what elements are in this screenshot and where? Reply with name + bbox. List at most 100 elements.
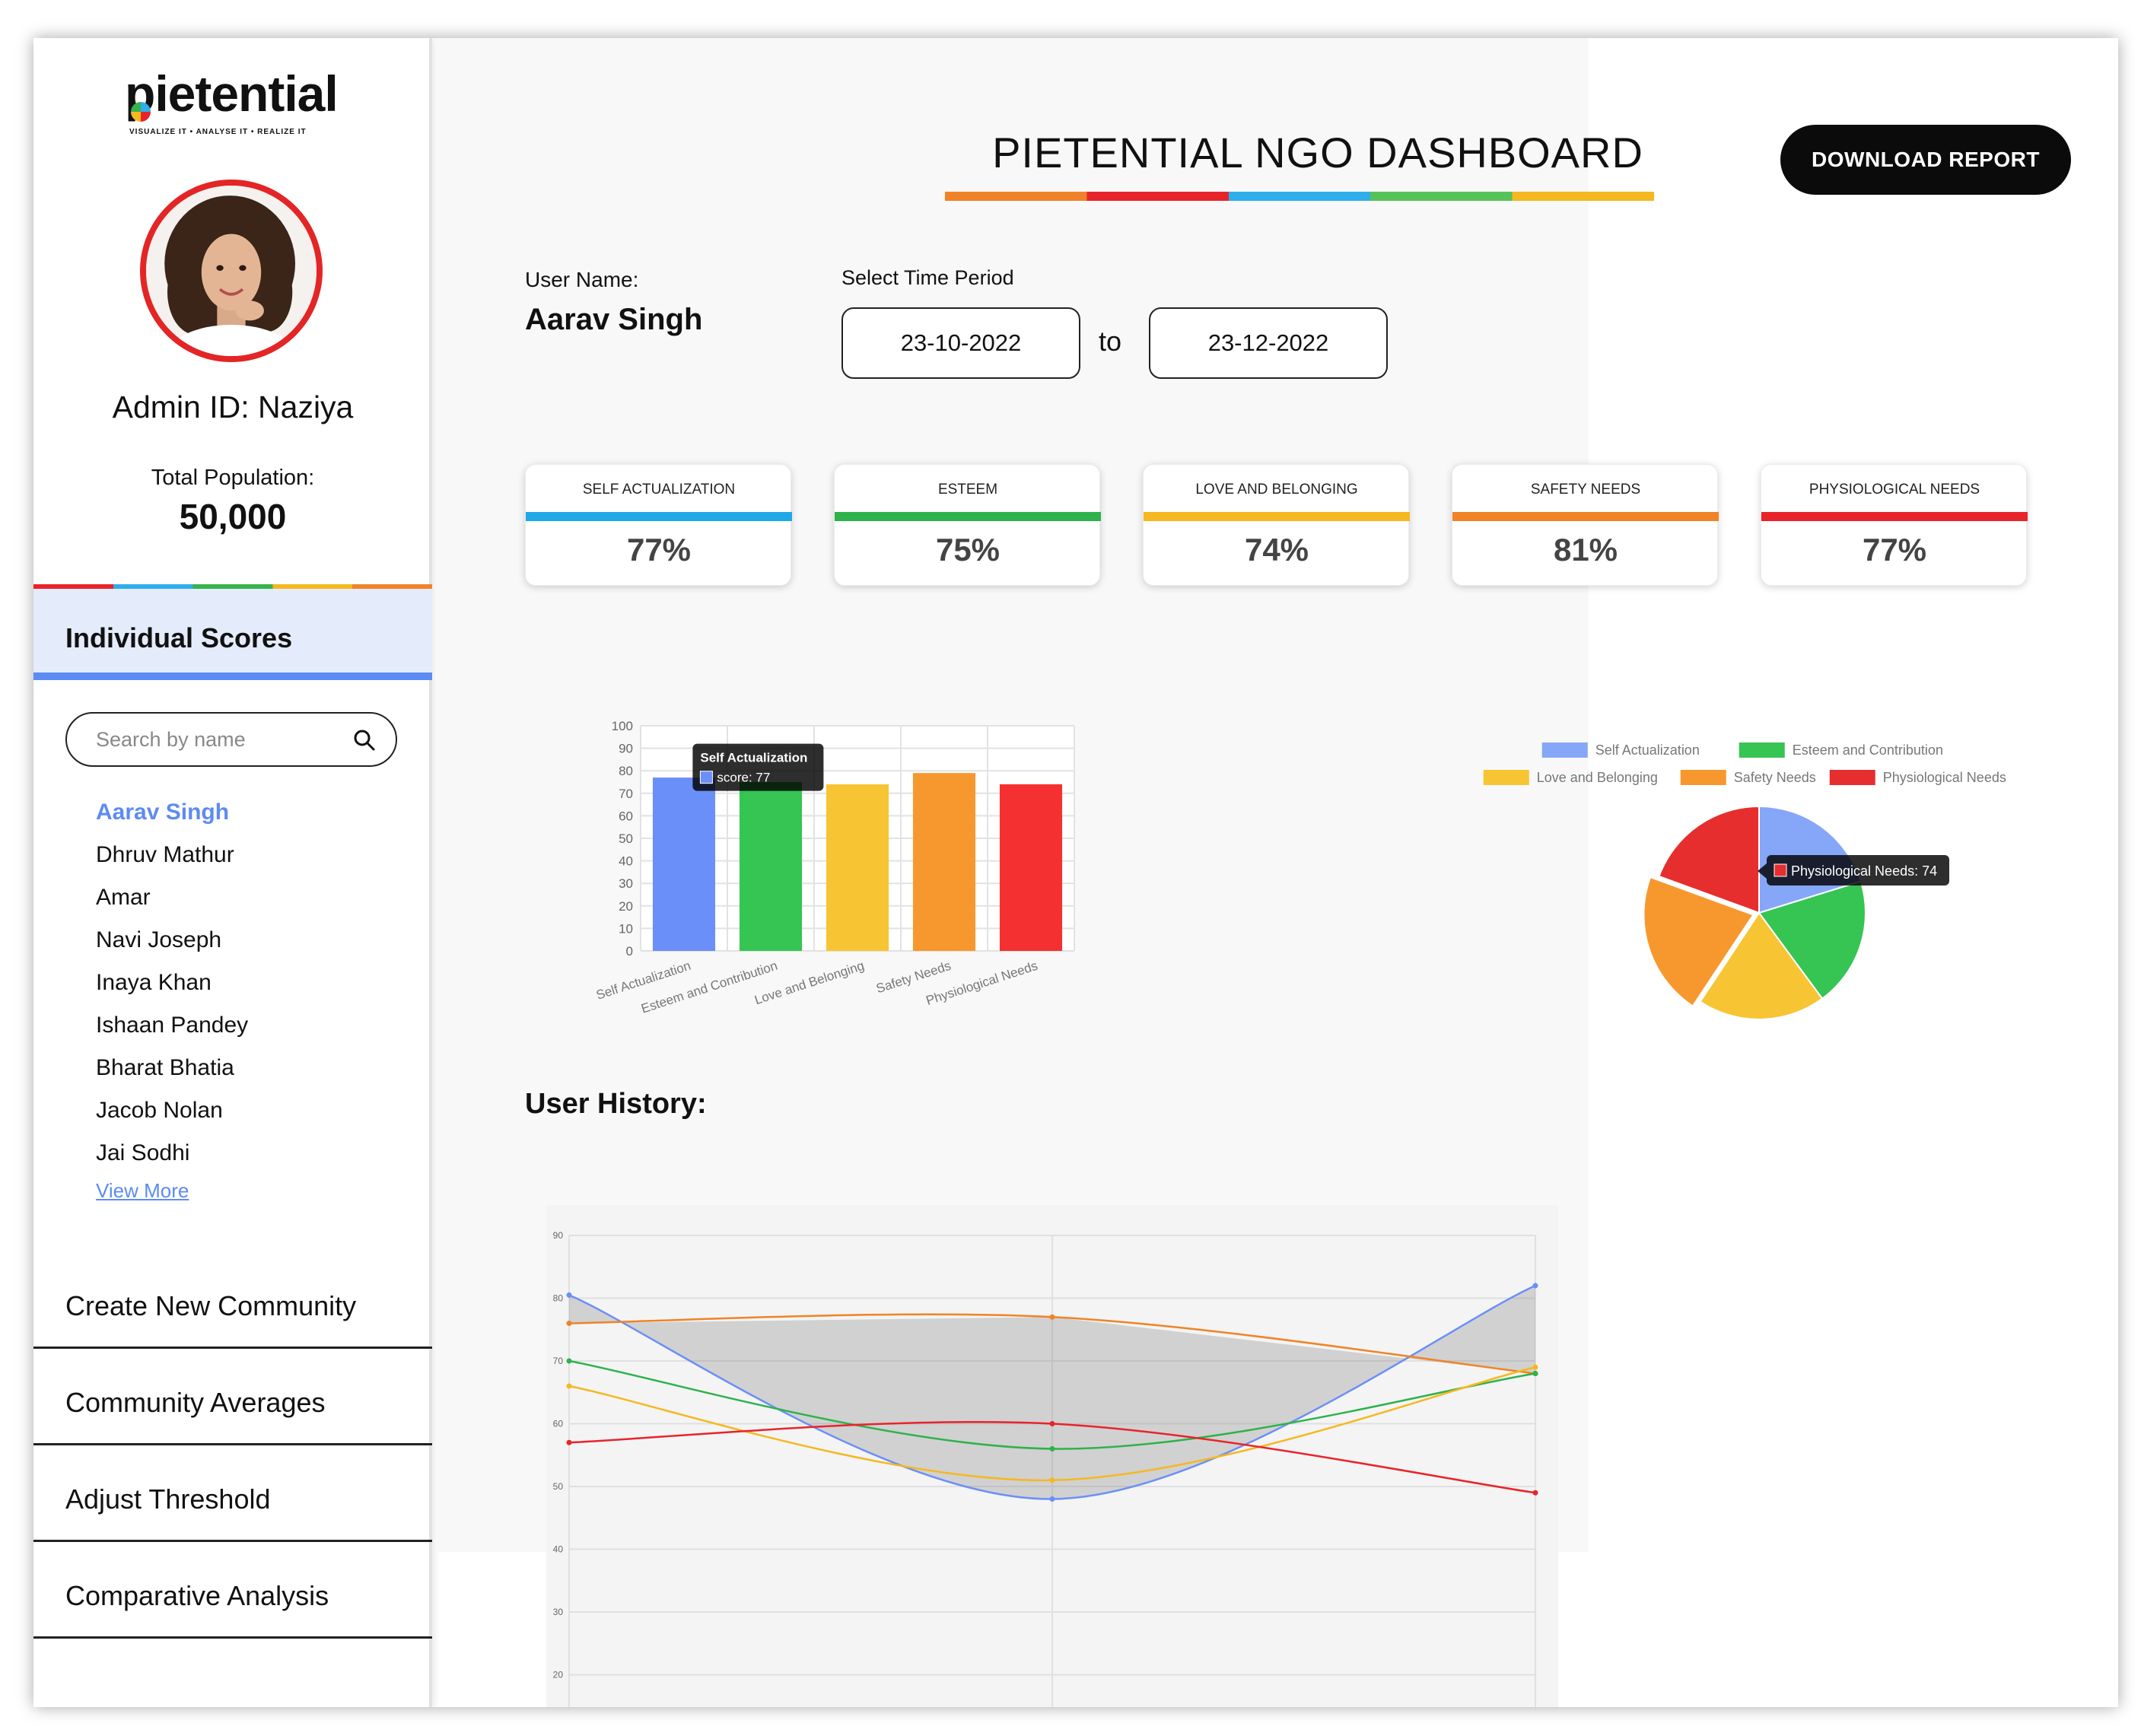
date-range-separator: to [1099, 326, 1122, 357]
view-more-link[interactable]: View More [96, 1179, 189, 1202]
score-card-bar [1144, 512, 1410, 521]
y-tick-label: 50 [553, 1481, 564, 1492]
tooltip-swatch [699, 771, 713, 784]
score-card-bar [835, 512, 1101, 521]
app-window: pietential VISUALIZE IT • ANALYSE IT • R… [33, 38, 2118, 1707]
color-divider [33, 584, 432, 589]
search-icon[interactable] [352, 727, 377, 753]
time-period-label: Select Time Period [841, 266, 1014, 289]
y-tick-label: 80 [619, 764, 633, 778]
y-tick-label: 100 [612, 719, 633, 733]
user-list-item[interactable]: Navi Joseph [96, 927, 222, 952]
tooltip-title: Self Actualization [700, 751, 807, 765]
logo-wordmark: pietential [125, 65, 339, 122]
score-card-value: 77% [1862, 532, 1927, 568]
y-tick-label: 30 [619, 876, 633, 891]
user-list-item[interactable]: Jacob Nolan [96, 1098, 223, 1123]
user-list-item[interactable]: Ishaan Pandey [96, 1013, 249, 1038]
username-value: Aarav Singh [525, 303, 703, 336]
search-input[interactable] [96, 724, 339, 755]
tooltip-box [1767, 855, 1949, 885]
tooltip-pointer [1758, 863, 1767, 879]
data-point [1532, 1364, 1538, 1370]
avatar-portrait-icon [146, 186, 317, 356]
sidebar-item-community-averages[interactable]: Community Averages [33, 1349, 432, 1445]
pie-slice [1699, 911, 1824, 1020]
score-card-value: 77% [626, 532, 692, 568]
score-card-value: 75% [935, 532, 1001, 568]
data-point [1049, 1421, 1055, 1426]
sidebar-item-comparative-analysis[interactable]: Comparative Analysis [33, 1542, 432, 1639]
sidebar: pietential VISUALIZE IT • ANALYSE IT • R… [33, 38, 432, 1707]
score-card-love-and-belonging: LOVE AND BELONGING 74% [1143, 464, 1410, 586]
download-report-button[interactable]: DOWNLOAD REPORT [1780, 125, 2071, 195]
legend-swatch [1541, 742, 1588, 758]
data-point [566, 1358, 572, 1364]
y-tick-label: 10 [619, 921, 633, 936]
data-point [1049, 1446, 1055, 1451]
score-card-label: SELF ACTUALIZATION [582, 482, 736, 498]
y-tick-label: 70 [619, 787, 633, 801]
score-card-label: LOVE AND BELONGING [1195, 482, 1358, 498]
bar-chart: 0 10 20 30 40 50 60 70 80 90 100 Self Actualization… [594, 719, 1075, 1016]
sidebar-item-label: Comparative Analysis [65, 1580, 329, 1611]
y-tick-label: 0 [626, 944, 633, 959]
user-list-item[interactable]: Bharat Bhatia [96, 1055, 234, 1080]
sidebar-item-adjust-threshold[interactable]: Adjust Threshold [33, 1445, 432, 1542]
score-card-bar [1452, 512, 1719, 521]
score-card-esteem: ESTEEM 75% [834, 464, 1101, 586]
pie-slice [1758, 880, 1866, 1000]
data-point [1049, 1314, 1055, 1320]
user-list-item[interactable]: Dhruv Mathur [96, 842, 234, 867]
bar [739, 782, 803, 951]
admin-id: Admin ID: Naziya [112, 389, 354, 424]
y-tick-label: 20 [553, 1670, 564, 1680]
legend-label: Esteem and Contribution [1793, 742, 1943, 758]
legend-label: Love and Belonging [1537, 770, 1658, 785]
pie-slice [1658, 805, 1760, 914]
y-tick-label: 50 [619, 831, 633, 846]
user-list-item[interactable]: Jai Sodhi [96, 1140, 190, 1165]
bar [999, 784, 1063, 951]
score-card-label: SAFETY NEEDS [1530, 482, 1641, 498]
sidebar-item-label: Create New Community [65, 1290, 357, 1321]
score-card-bar [526, 512, 792, 521]
data-point [1532, 1490, 1538, 1496]
legend-swatch [1829, 770, 1875, 785]
sidebar-item-label: Individual Scores [65, 622, 293, 653]
logo-tagline: VISUALIZE IT • ANALYSE IT • REALIZE IT [129, 128, 307, 136]
username-label: User Name: [525, 268, 639, 291]
legend-label: Self Actualization [1595, 742, 1700, 758]
y-tick-label: 70 [553, 1356, 564, 1366]
to-date-field[interactable]: 23-12-2022 [1149, 307, 1388, 379]
tooltip-body: Physiological Needs: 74 [1791, 863, 1937, 879]
bar [826, 784, 889, 951]
score-card-value: 74% [1244, 532, 1309, 568]
bar [912, 773, 976, 951]
title-color-bar [945, 192, 1654, 201]
score-card-physiological-needs: PHYSIOLOGICAL NEEDS 77% [1761, 464, 2028, 586]
sidebar-item-individual-scores[interactable]: Individual Scores [33, 589, 432, 680]
tooltip-box [692, 743, 824, 791]
score-card-safety-needs: SAFETY NEEDS 81% [1452, 464, 1719, 586]
search-box [65, 712, 397, 767]
population-label: Total Population: [151, 466, 315, 490]
user-list-item[interactable]: Inaya Khan [96, 970, 212, 995]
data-point [566, 1383, 572, 1389]
tooltip-body: score: 77 [717, 771, 770, 785]
sidebar-item-create-community[interactable]: Create New Community [33, 1252, 432, 1349]
legend-label: Physiological Needs [1883, 770, 2006, 785]
y-tick-label: 20 [619, 899, 633, 914]
user-list-item[interactable]: Aarav Singh [96, 800, 230, 825]
history-title: User History: [525, 1088, 707, 1120]
data-point [1532, 1283, 1538, 1289]
from-date-field[interactable]: 23-10-2022 [841, 307, 1080, 379]
y-tick-label: 90 [619, 742, 633, 756]
y-tick-label: 80 [553, 1293, 564, 1304]
user-list: Aarav Singh Dhruv Mathur Amar Navi Josep… [96, 791, 400, 1175]
y-tick-label: 60 [553, 1419, 564, 1429]
user-list-item[interactable]: Amar [96, 885, 151, 910]
legend-swatch [1483, 770, 1529, 785]
y-tick-label: 40 [553, 1544, 564, 1555]
